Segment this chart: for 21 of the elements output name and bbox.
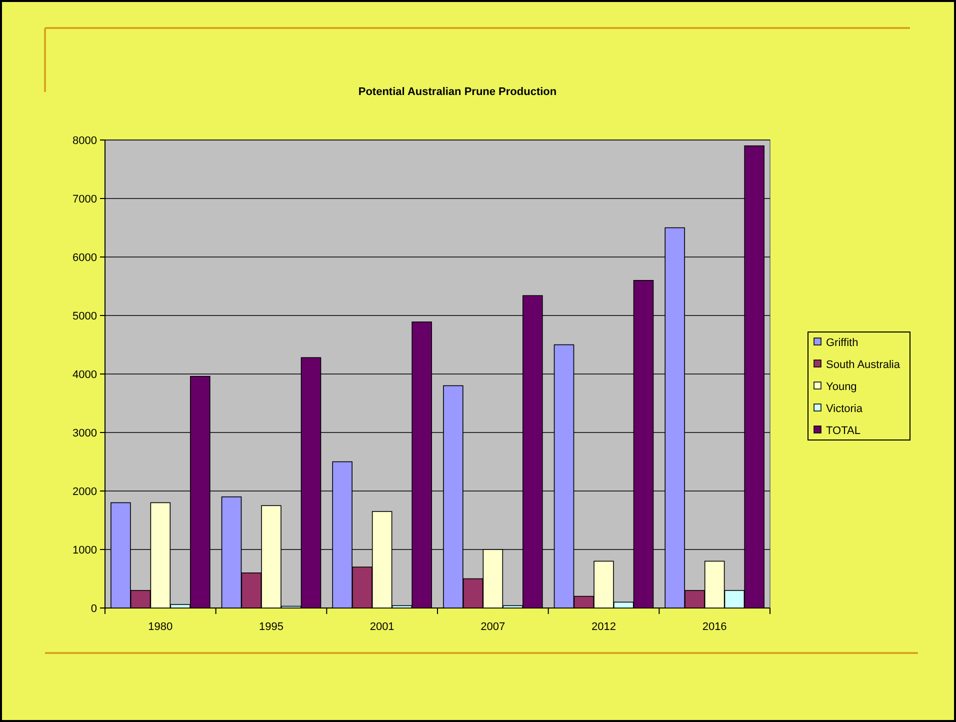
legend-label: Victoria [826,402,864,415]
y-tick-label: 4000 [72,368,97,381]
y-tick-label: 3000 [72,427,97,440]
y-tick-label: 7000 [72,193,97,206]
x-tick-label: 1995 [259,621,284,633]
legend-label: Griffith [826,336,858,349]
x-tick-label: 2007 [480,621,506,633]
legend-label: Young [826,380,857,393]
y-tick-label: 0 [90,602,97,615]
y-tick-label: 8000 [72,134,97,147]
y-tick-label: 5000 [72,310,97,322]
legend-label: TOTAL [826,424,860,437]
x-tick-label: 2012 [592,621,616,633]
legend-label: South Australia [826,358,901,371]
x-tick-label: 2001 [370,621,394,633]
y-tick-label: 6000 [72,252,97,264]
y-tick-label: 2000 [72,486,97,498]
chart-title: Potential Australian Prune Production [358,86,557,98]
x-tick-label: 2016 [702,621,727,633]
x-tick-label: 1980 [148,621,173,633]
y-tick-label: 1000 [72,544,97,556]
